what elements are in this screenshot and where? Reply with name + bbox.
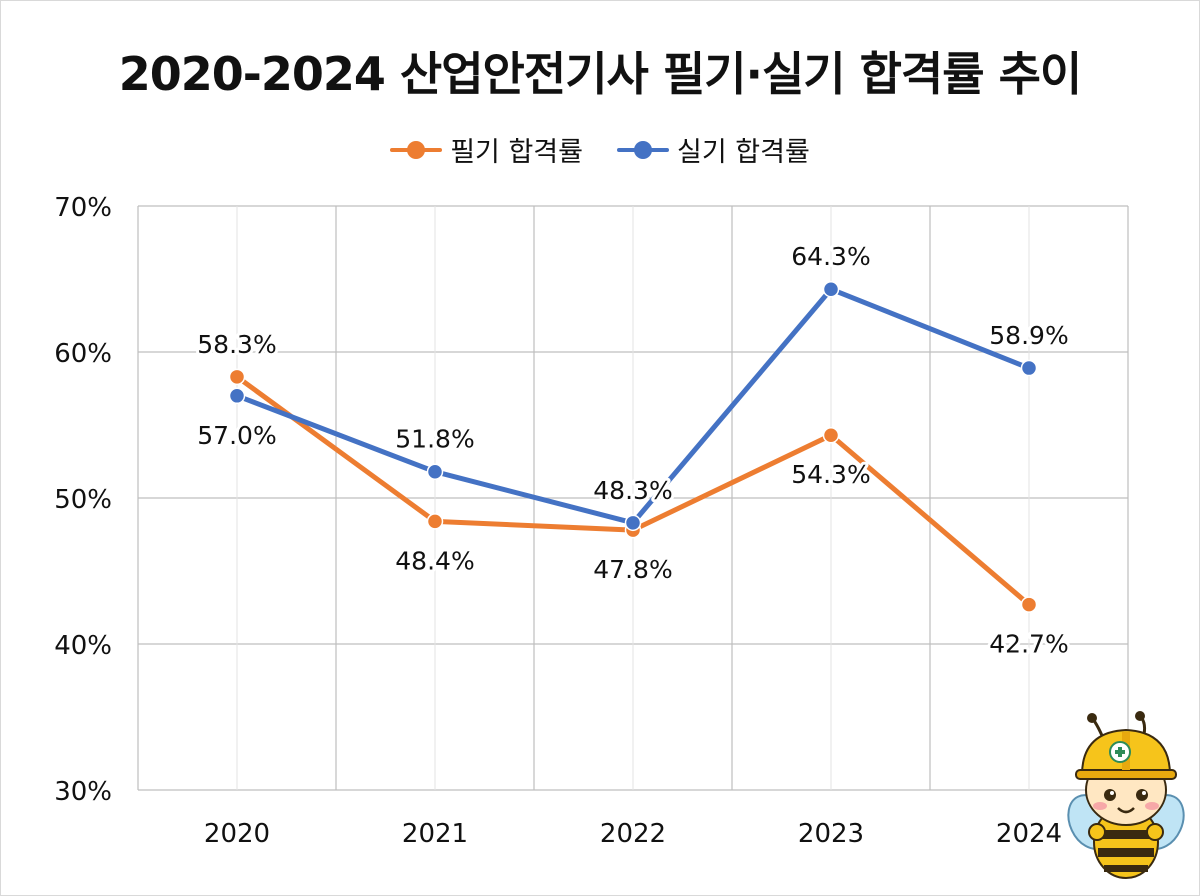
data-label-written: 47.8% bbox=[593, 555, 672, 584]
data-point-practical bbox=[426, 463, 444, 480]
x-tick-label: 2023 bbox=[798, 819, 864, 849]
data-label-practical: 51.8% bbox=[395, 425, 474, 454]
chart-title: 2020-2024 산업안전기사 필기·실기 합격률 추이 bbox=[118, 47, 1082, 101]
y-tick-label: 30% bbox=[54, 777, 112, 807]
data-label-practical: 57.0% bbox=[197, 421, 276, 450]
legend-swatch-written bbox=[390, 140, 443, 160]
y-tick-label: 40% bbox=[54, 631, 112, 661]
data-label-written: 58.3% bbox=[197, 330, 276, 359]
data-point-practical bbox=[1020, 359, 1038, 377]
data-label-practical: 64.3% bbox=[791, 242, 870, 271]
data-label-written: 42.7% bbox=[989, 630, 1068, 659]
x-tick-label: 2021 bbox=[402, 819, 468, 849]
data-point-written bbox=[822, 426, 840, 444]
legend-item-practical: 실기 합격률 bbox=[617, 130, 810, 169]
y-tick-label: 60% bbox=[54, 339, 112, 369]
x-tick-label: 2020 bbox=[204, 819, 270, 849]
data-point-written bbox=[228, 368, 246, 386]
legend-item-written: 필기 합격률 bbox=[390, 130, 583, 169]
data-labels: 58.3% 48.4% 47.8% 54.3% 42.7% 57.0% 51.8% 48.3%… bbox=[194, 239, 1071, 661]
legend-label-written: 필기 합격률 bbox=[450, 137, 583, 168]
axes: 30% 40% 50% 60% 70% 2020 2021 2022 2023 2024 bbox=[54, 193, 1062, 849]
legend-swatch-practical bbox=[617, 140, 669, 160]
chart-legend: 필기 합격률 실기 합격률 bbox=[0, 130, 1200, 169]
data-label-practical: 58.9% bbox=[989, 321, 1068, 350]
data-label-written: 54.3% bbox=[791, 460, 870, 489]
data-point-written bbox=[1020, 596, 1038, 613]
bee-mascot-icon bbox=[1067, 711, 1185, 879]
data-point-written bbox=[426, 513, 444, 530]
data-label-written: 48.4% bbox=[395, 546, 474, 575]
y-tick-label: 50% bbox=[54, 485, 112, 515]
legend-dot-practical bbox=[634, 140, 652, 159]
data-point-practical bbox=[822, 280, 840, 298]
series bbox=[228, 280, 1038, 613]
y-tick-label: 70% bbox=[54, 193, 112, 223]
legend-label-practical: 실기 합격률 bbox=[677, 137, 810, 168]
data-label-practical: 48.3% bbox=[593, 476, 672, 505]
x-tick-label: 2024 bbox=[996, 819, 1062, 849]
legend-dot-written bbox=[407, 140, 426, 159]
data-point-practical bbox=[624, 514, 642, 532]
grid bbox=[137, 205, 1129, 791]
data-point-practical bbox=[228, 387, 246, 405]
x-tick-label: 2022 bbox=[600, 819, 666, 849]
